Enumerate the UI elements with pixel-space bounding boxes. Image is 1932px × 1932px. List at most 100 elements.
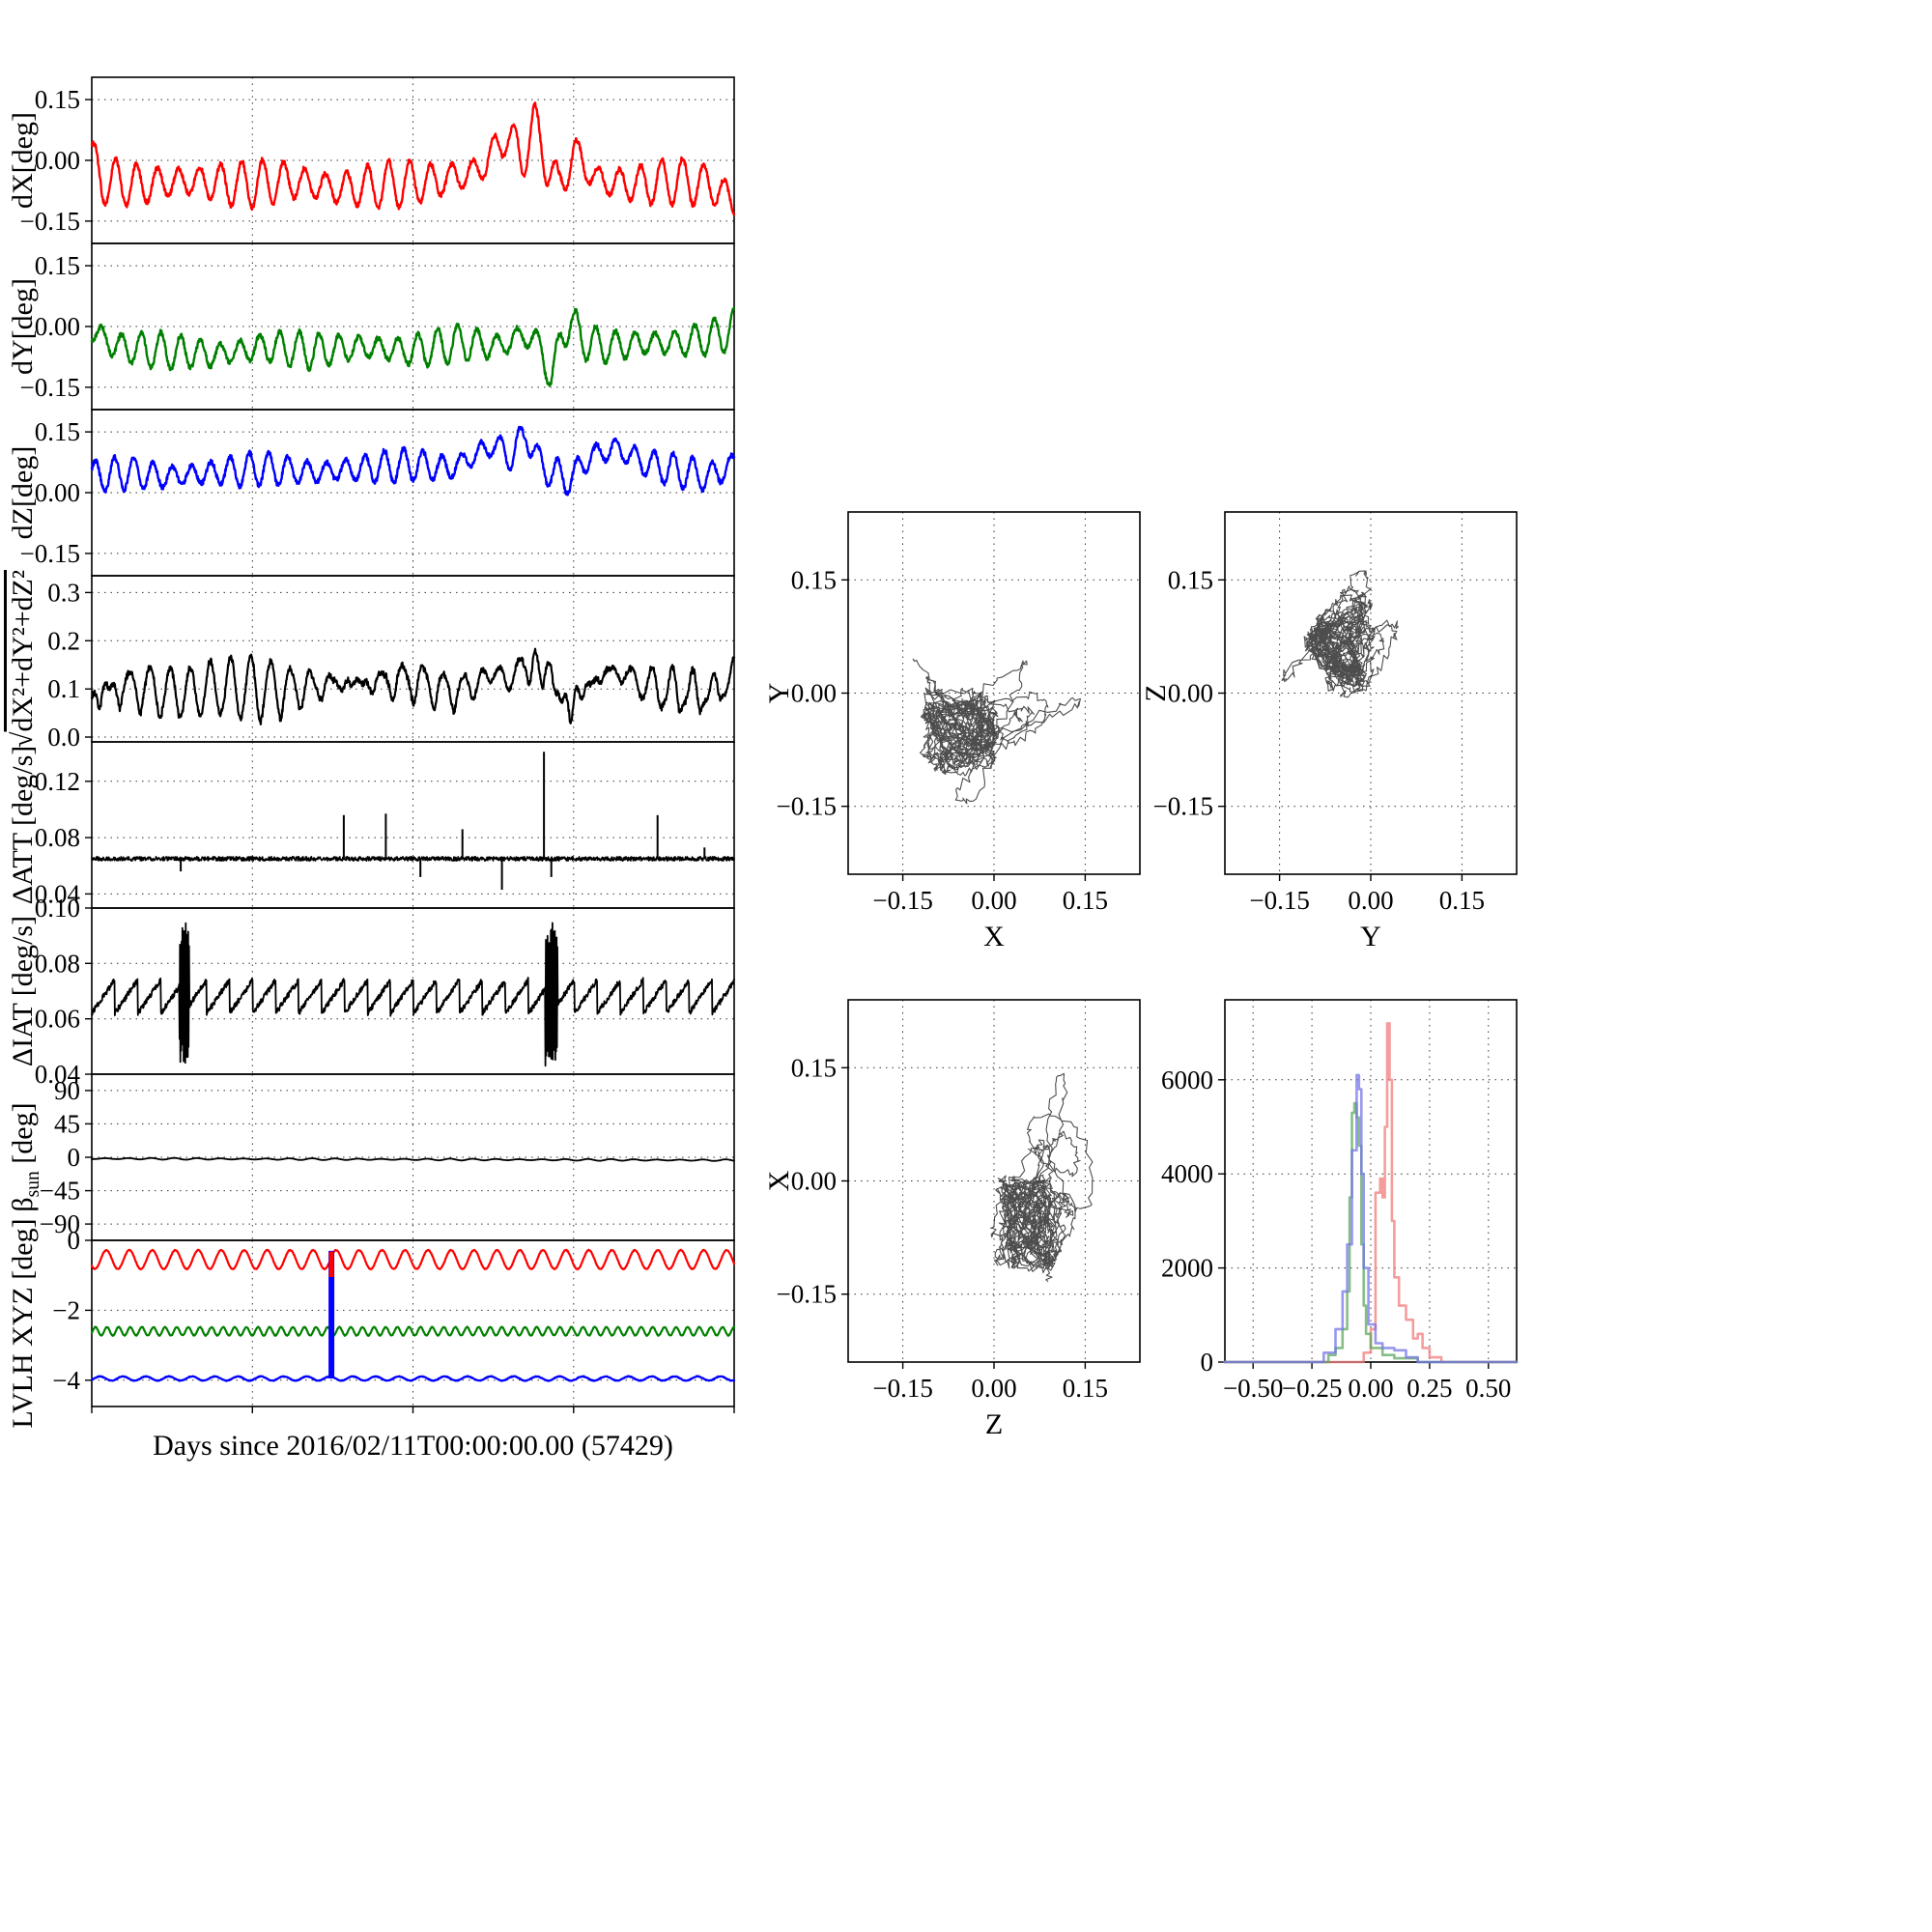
x-tick-label: −0.50 xyxy=(1223,1374,1283,1403)
y-tick-label: 0 xyxy=(1201,1348,1214,1377)
time-axis-label: Days since 2016/02/11T00:00:00.00 (57429… xyxy=(153,1430,673,1462)
y-tick-label: 0.1 xyxy=(47,674,80,703)
tspan: dX²+dY²+dZ² xyxy=(7,570,39,731)
x-tick-label: −0.15 xyxy=(1249,886,1309,915)
y-tick-label: 6000 xyxy=(1161,1065,1213,1094)
y-axis-label: ΔIAT [deg/s] xyxy=(7,916,39,1066)
y-axis-label: Z xyxy=(1140,684,1172,701)
y-tick-label: −0.15 xyxy=(1153,792,1213,821)
trajectory-yz xyxy=(1281,570,1399,698)
x-tick-label: −0.15 xyxy=(872,1374,932,1403)
y-tick-label: 0.15 xyxy=(791,565,837,594)
y-tick-label: 0.06 xyxy=(35,1005,80,1034)
x-tick-label: 0.00 xyxy=(971,886,1016,915)
y-tick-label: 0.00 xyxy=(35,146,80,175)
tspan: β xyxy=(7,1197,39,1211)
y-tick-label: 0.15 xyxy=(1168,565,1213,594)
y-tick-label: 0.00 xyxy=(791,1167,837,1196)
y-tick-label: −0.15 xyxy=(777,1280,837,1309)
x-tick-label: −0.25 xyxy=(1282,1374,1342,1403)
y-tick-label: 0 xyxy=(68,1143,81,1172)
y-axis-label: √dX²+dY²+dZ² xyxy=(7,570,39,748)
series-dIAT xyxy=(91,922,735,1067)
y-tick-label: −4 xyxy=(52,1366,80,1395)
y-tick-label: −0.15 xyxy=(20,207,80,236)
y-tick-label: 0.08 xyxy=(35,949,80,978)
y-tick-label: 0.00 xyxy=(35,312,80,341)
x-axis-label: Y xyxy=(1360,921,1381,952)
tspan: [deg] xyxy=(7,1102,39,1171)
x-tick-label: 0.00 xyxy=(971,1374,1016,1403)
phase-yz: −0.15 0.00 0.15 −0.15 0.00 0.15 Z Y xyxy=(1140,511,1518,952)
series-dX xyxy=(90,101,736,215)
histogram: 0 2000 4000 6000 −0.50−0.25 0.00 0.25 0.50 xyxy=(1161,999,1519,1403)
panel-mag: 0.3 0.2 0.1 0.0 √dX²+dY²+dZ² xyxy=(7,570,736,752)
y-axis-label: βsun [deg] xyxy=(7,1102,43,1211)
series-dZ xyxy=(90,425,736,497)
y-tick-label: 45 xyxy=(54,1109,80,1138)
y-tick-label: −0.15 xyxy=(20,539,80,568)
y-axis-label: ΔATT [deg/s] xyxy=(7,746,39,905)
y-tick-label: 2000 xyxy=(1161,1254,1213,1283)
series-lvlh-X xyxy=(90,1248,736,1271)
series-lvlh-Z xyxy=(90,1375,736,1382)
y-tick-label: 0.12 xyxy=(35,767,80,796)
panel-lvlh: 0 −2 −4 LVLH XYZ [deg] xyxy=(7,1218,736,1429)
trajectory-zx xyxy=(989,1072,1094,1283)
series-dATT xyxy=(91,856,735,862)
y-axis-label: dY[deg] xyxy=(7,278,39,375)
y-axis-label: dZ[deg] xyxy=(7,446,39,540)
y-tick-label: 0.15 xyxy=(35,251,80,280)
y-axis-label: X xyxy=(763,1170,795,1191)
y-tick-label: −0.15 xyxy=(20,373,80,402)
tspan: √ xyxy=(7,731,39,748)
y-axis-label: dX[deg] xyxy=(7,112,39,209)
y-tick-label: 0.08 xyxy=(35,823,80,852)
hist-series-blue xyxy=(1223,1073,1519,1364)
y-tick-label: 0.00 xyxy=(791,679,837,708)
x-tick-label: 0.15 xyxy=(1439,886,1485,915)
x-axis-label: Z xyxy=(985,1408,1003,1440)
series-mag xyxy=(90,647,736,725)
y-tick-label: 0.04 xyxy=(35,879,81,908)
phase-xy: −0.15 0.00 0.15 −0.15 0.00 0.15 Y X xyxy=(763,511,1141,952)
x-axis-label: X xyxy=(983,921,1005,952)
y-axis-label: LVLH XYZ [deg] xyxy=(7,1218,39,1428)
y-tick-label: −45 xyxy=(40,1177,80,1206)
y-tick-label: 0.3 xyxy=(47,578,80,607)
y-tick-label: 0.10 xyxy=(35,894,80,923)
hist-series-red xyxy=(1223,1022,1519,1364)
y-tick-label: 0.2 xyxy=(47,626,80,655)
x-tick-label: 0.15 xyxy=(1063,1374,1108,1403)
trajectory-xy xyxy=(912,658,1081,805)
x-tick-label: 0.00 xyxy=(1348,1374,1393,1403)
x-tick-label: 0.50 xyxy=(1465,1374,1511,1403)
x-tick-label: −0.15 xyxy=(872,886,932,915)
x-tick-label: 0.00 xyxy=(1348,886,1393,915)
y-tick-label: 0.15 xyxy=(791,1053,837,1082)
tspan: sun xyxy=(23,1171,43,1197)
y-tick-label: −90 xyxy=(40,1209,80,1238)
series-dY xyxy=(90,307,736,387)
phase-zx: −0.15 0.00 0.15 −0.15 0.00 0.15 X Z xyxy=(763,999,1141,1440)
x-tick-label: 0.25 xyxy=(1406,1374,1452,1403)
y-tick-label: 4000 xyxy=(1161,1159,1213,1188)
y-tick-label: −2 xyxy=(52,1295,80,1324)
y-tick-label: 0.15 xyxy=(35,417,80,446)
y-axis-label: Y xyxy=(763,683,795,704)
y-tick-label: 0.0 xyxy=(47,723,80,752)
series-beta_sun xyxy=(91,1156,735,1162)
y-tick-label: 0.15 xyxy=(35,85,80,114)
y-tick-label: 90 xyxy=(54,1076,80,1105)
x-tick-label: 0.15 xyxy=(1063,886,1108,915)
y-tick-label: 0.00 xyxy=(35,478,80,507)
y-tick-label: 0.00 xyxy=(1168,679,1213,708)
